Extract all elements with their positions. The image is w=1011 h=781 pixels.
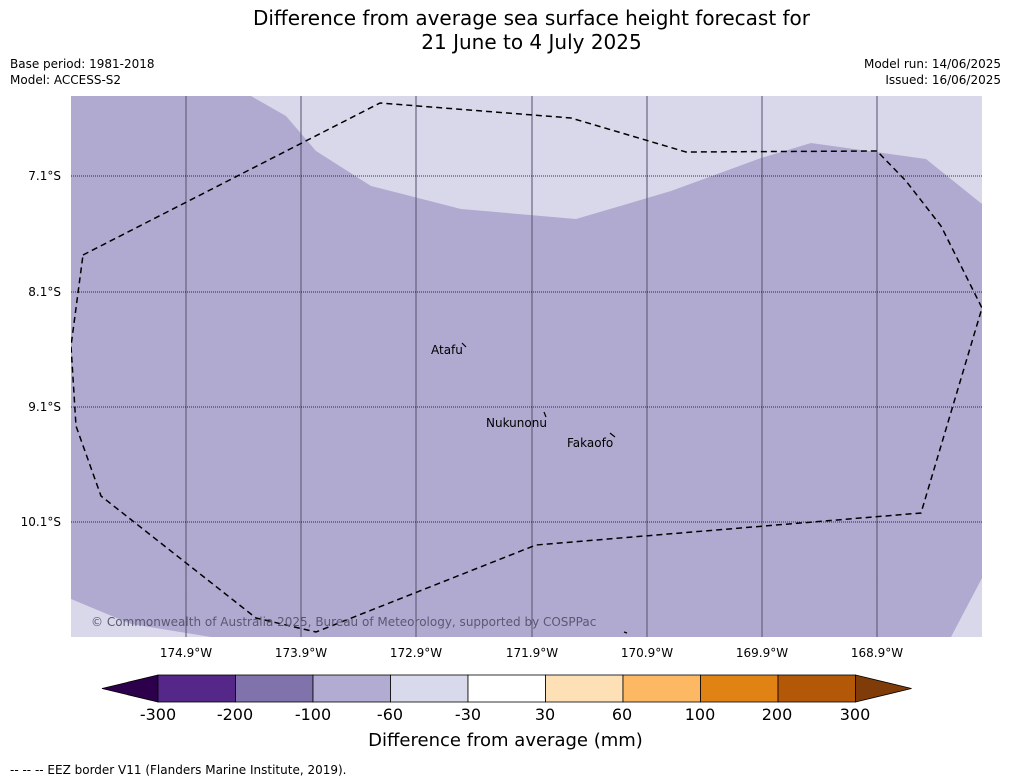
lat-label-8-1: 8.1°S xyxy=(28,285,61,299)
cb-tick-neg30: -30 xyxy=(454,705,482,724)
cb-tick-neg100: -100 xyxy=(294,705,332,724)
colorbar-label: Difference from average (mm) xyxy=(368,730,643,751)
lon-label-172-9: 172.9°W xyxy=(389,646,443,660)
colorbar-extend-low xyxy=(101,674,159,703)
cb-tick-300: 300 xyxy=(839,705,871,724)
lon-label-173-9: 173.9°W xyxy=(274,646,328,660)
meta-left: Base period: 1981-2018 Model: ACCESS-S2 xyxy=(10,56,155,88)
cb-tick-30: 30 xyxy=(534,705,556,724)
atafu-island xyxy=(461,342,467,348)
lon-label-171-9: 171.9°W xyxy=(505,646,559,660)
colorbar-cell xyxy=(467,674,546,703)
colorbar-cell xyxy=(777,674,856,703)
anomaly-region-main xyxy=(71,96,982,637)
meta-right: Model run: 14/06/2025 Issued: 16/06/2025 xyxy=(864,56,1001,88)
colorbar-cell xyxy=(235,674,314,703)
model-run: Model run: 14/06/2025 xyxy=(863,57,1001,71)
lat-label-7-1: 7.1°S xyxy=(28,169,61,183)
anomaly-region-bottom-fill xyxy=(71,578,982,637)
place-atafu: Atafu xyxy=(431,343,463,357)
title-line-1: Difference from average sea surface heig… xyxy=(252,6,811,30)
place-nukunonu: Nukunonu xyxy=(486,416,547,430)
model-name: Model: ACCESS-S2 xyxy=(10,73,122,87)
map-svg: Atafu Nukunonu Fakaofo © Commonwealth of… xyxy=(70,96,983,637)
cb-tick-60: 60 xyxy=(611,705,633,724)
light-bottom-left xyxy=(71,599,211,637)
nukunonu-island xyxy=(543,411,547,418)
small-island xyxy=(623,631,628,634)
base-period: Base period: 1981-2018 xyxy=(10,57,155,71)
cb-tick-neg60: -60 xyxy=(376,705,404,724)
colorbar-extend-high xyxy=(855,674,912,703)
lat-label-10-1: 10.1°S xyxy=(20,515,61,529)
colorbar-cell xyxy=(390,674,469,703)
lon-label-174-9: 174.9°W xyxy=(159,646,213,660)
light-bottom-right xyxy=(951,578,982,637)
islands xyxy=(461,342,628,634)
cb-tick-neg200: -200 xyxy=(216,705,254,724)
cb-tick-neg300: -300 xyxy=(139,705,177,724)
issued-date: Issued: 16/06/2025 xyxy=(885,73,1001,87)
title-line-2: 21 June to 4 July 2025 xyxy=(421,30,642,54)
copyright-notice: © Commonwealth of Australia 2025, Bureau… xyxy=(91,615,596,629)
eez-legend-note: -- -- -- EEZ border V11 (Flanders Marine… xyxy=(10,763,347,777)
colorbar xyxy=(101,674,912,703)
cb-tick-100: 100 xyxy=(684,705,716,724)
map-panel: Atafu Nukunonu Fakaofo © Commonwealth of… xyxy=(70,96,983,637)
lon-label-168-9: 168.9°W xyxy=(850,646,904,660)
meridians xyxy=(185,96,878,637)
colorbar-cell xyxy=(545,674,624,703)
colorbar-cell xyxy=(312,674,391,703)
fakaofo-island xyxy=(609,432,616,438)
eez-border xyxy=(70,102,983,633)
colorbar-cell xyxy=(700,674,779,703)
lat-label-9-1: 9.1°S xyxy=(28,400,61,414)
lon-label-169-9: 169.9°W xyxy=(735,646,789,660)
place-fakaofo: Fakaofo xyxy=(567,436,613,450)
colorbar-cells xyxy=(101,674,912,703)
cb-tick-200: 200 xyxy=(761,705,793,724)
lon-label-170-9: 170.9°W xyxy=(620,646,674,660)
colorbar-cell xyxy=(622,674,701,703)
chart-title: Difference from average sea surface heig… xyxy=(0,6,1011,54)
colorbar-cell xyxy=(157,674,236,703)
